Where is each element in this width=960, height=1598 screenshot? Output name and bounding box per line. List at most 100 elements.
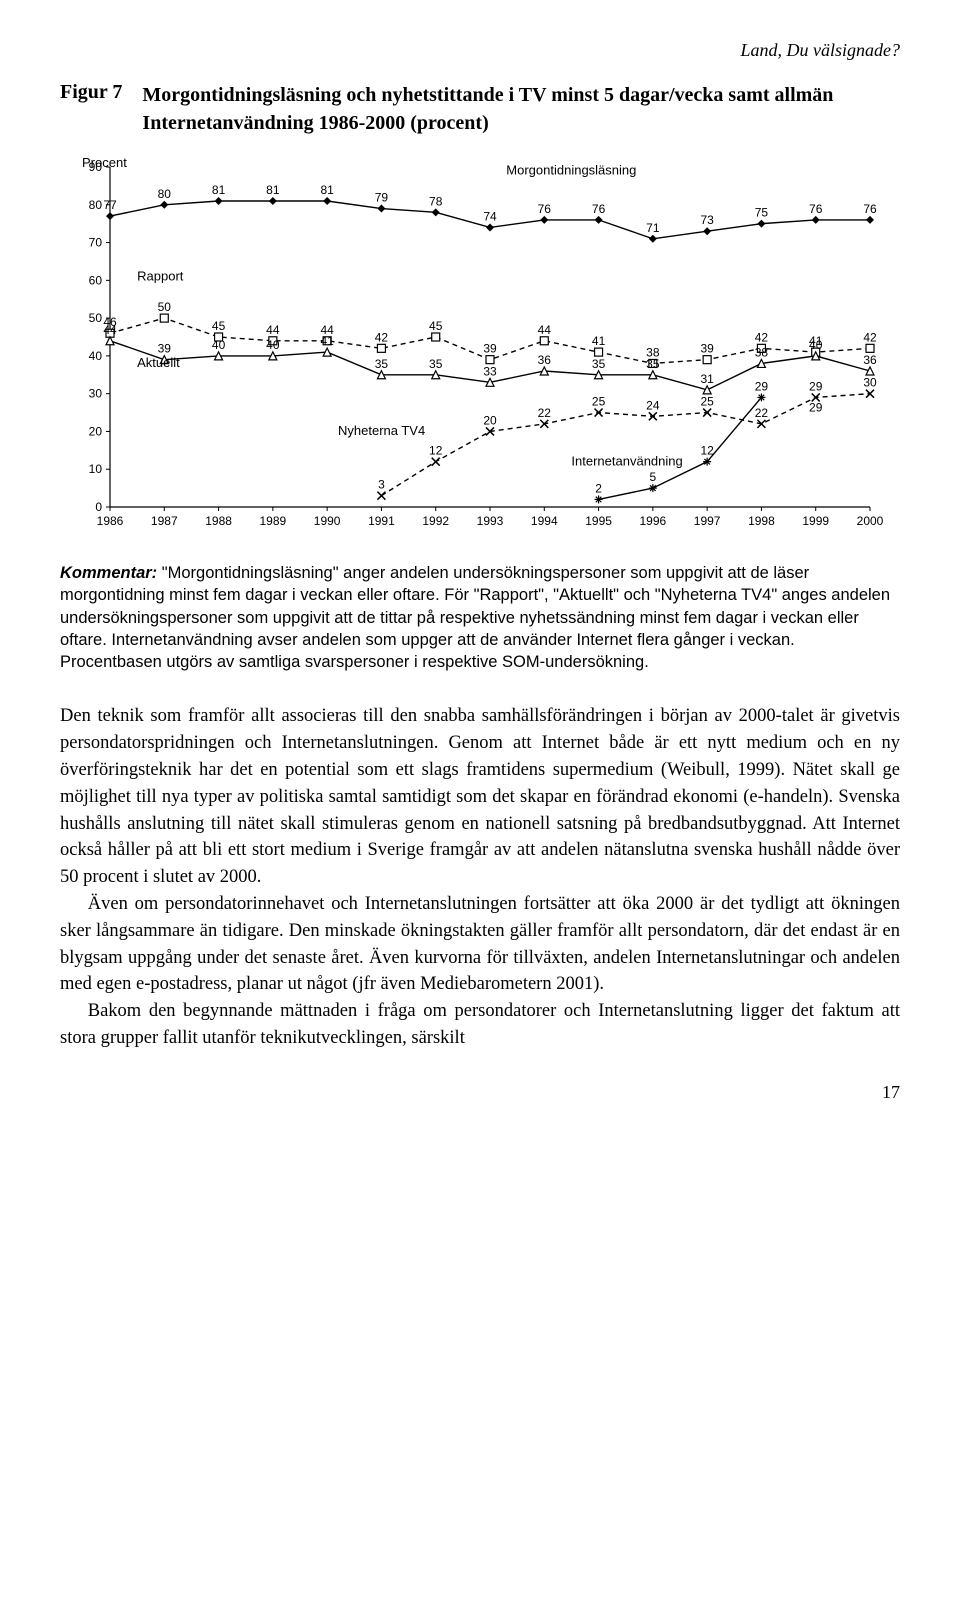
svg-text:20: 20: [89, 424, 103, 438]
svg-text:71: 71: [646, 221, 660, 235]
svg-text:76: 76: [592, 202, 606, 216]
svg-text:5: 5: [650, 470, 657, 484]
svg-text:44: 44: [103, 323, 117, 337]
svg-text:1995: 1995: [585, 514, 612, 528]
commentary-text: "Morgontidningsläsning" anger andelen un…: [60, 564, 890, 671]
svg-text:40: 40: [266, 338, 280, 352]
paragraph-2: Även om persondatorinnehavet och Interne…: [60, 891, 900, 998]
line-chart: 0102030405060708090Procent19861987198819…: [60, 157, 900, 537]
svg-text:79: 79: [375, 191, 389, 205]
svg-text:44: 44: [266, 323, 280, 337]
svg-text:36: 36: [863, 353, 877, 367]
svg-text:76: 76: [863, 202, 877, 216]
svg-text:2: 2: [595, 481, 602, 495]
paragraph-3: Bakom den begynnande mättnaden i fråga o…: [60, 998, 900, 1052]
svg-text:78: 78: [429, 194, 443, 208]
svg-text:20: 20: [483, 413, 497, 427]
svg-text:39: 39: [158, 342, 172, 356]
svg-text:81: 81: [320, 183, 334, 197]
svg-text:33: 33: [483, 364, 497, 378]
svg-text:12: 12: [700, 444, 714, 458]
svg-text:44: 44: [538, 323, 552, 337]
svg-text:25: 25: [592, 395, 606, 409]
svg-text:76: 76: [538, 202, 552, 216]
svg-text:80: 80: [89, 198, 103, 212]
svg-text:10: 10: [89, 462, 103, 476]
chart-container: 0102030405060708090Procent19861987198819…: [60, 157, 900, 542]
svg-text:40: 40: [89, 349, 103, 363]
svg-text:29: 29: [755, 379, 769, 393]
svg-text:40: 40: [809, 338, 823, 352]
svg-text:1993: 1993: [477, 514, 504, 528]
svg-text:39: 39: [700, 342, 714, 356]
svg-text:42: 42: [755, 330, 769, 344]
svg-text:75: 75: [755, 206, 769, 220]
svg-text:41: 41: [592, 334, 606, 348]
svg-text:70: 70: [89, 236, 103, 250]
svg-text:35: 35: [375, 357, 389, 371]
body-text: Den teknik som framför allt associeras t…: [60, 703, 900, 1052]
svg-text:Morgontidningsläsning: Morgontidningsläsning: [506, 163, 636, 178]
svg-text:41: 41: [320, 334, 334, 348]
svg-text:Aktuellt: Aktuellt: [137, 355, 180, 370]
paragraph-1: Den teknik som framför allt associeras t…: [60, 703, 900, 891]
svg-text:73: 73: [700, 213, 714, 227]
svg-text:1986: 1986: [97, 514, 124, 528]
svg-text:22: 22: [755, 406, 769, 420]
svg-text:1988: 1988: [205, 514, 232, 528]
svg-text:30: 30: [863, 376, 877, 390]
svg-text:3: 3: [378, 478, 385, 492]
svg-text:42: 42: [375, 330, 389, 344]
commentary-prefix: Kommentar:: [60, 564, 157, 582]
figure-header: Figur 7 Morgontidningsläsning och nyhets…: [60, 81, 900, 137]
svg-text:22: 22: [538, 406, 552, 420]
svg-text:38: 38: [755, 345, 769, 359]
svg-text:30: 30: [89, 387, 103, 401]
svg-text:36: 36: [538, 353, 552, 367]
figure-commentary: Kommentar: "Morgontidningsläsning" anger…: [60, 562, 900, 673]
running-header: Land, Du välsignade?: [60, 40, 900, 61]
svg-text:1996: 1996: [640, 514, 667, 528]
svg-text:45: 45: [429, 319, 443, 333]
svg-text:25: 25: [700, 395, 714, 409]
svg-text:1997: 1997: [694, 514, 721, 528]
svg-text:29: 29: [809, 379, 823, 393]
svg-text:Rapport: Rapport: [137, 268, 184, 283]
svg-text:29: 29: [809, 400, 823, 414]
svg-text:24: 24: [646, 398, 660, 412]
svg-text:1998: 1998: [748, 514, 775, 528]
svg-text:1999: 1999: [802, 514, 829, 528]
svg-text:77: 77: [103, 198, 117, 212]
svg-text:1992: 1992: [422, 514, 449, 528]
svg-text:40: 40: [212, 338, 226, 352]
svg-text:80: 80: [158, 187, 172, 201]
svg-text:31: 31: [700, 372, 714, 386]
svg-text:1994: 1994: [531, 514, 558, 528]
svg-text:0: 0: [95, 500, 102, 514]
svg-text:12: 12: [429, 444, 443, 458]
svg-text:35: 35: [592, 357, 606, 371]
svg-text:81: 81: [266, 183, 280, 197]
svg-text:Nyheterna TV4: Nyheterna TV4: [338, 423, 425, 438]
svg-text:35: 35: [646, 357, 660, 371]
svg-text:60: 60: [89, 273, 103, 287]
svg-text:1989: 1989: [260, 514, 287, 528]
figure-title: Morgontidningsläsning och nyhetstittande…: [142, 81, 900, 137]
svg-text:1990: 1990: [314, 514, 341, 528]
svg-text:76: 76: [809, 202, 823, 216]
svg-text:1987: 1987: [151, 514, 178, 528]
svg-text:50: 50: [89, 311, 103, 325]
svg-text:42: 42: [863, 330, 877, 344]
svg-text:74: 74: [483, 209, 497, 223]
figure-label: Figur 7: [60, 81, 122, 104]
svg-text:2000: 2000: [857, 514, 884, 528]
svg-text:45: 45: [212, 319, 226, 333]
svg-text:Procent: Procent: [82, 157, 127, 170]
svg-text:81: 81: [212, 183, 226, 197]
page-number: 17: [60, 1082, 900, 1103]
svg-text:Internetanvändning: Internetanvändning: [571, 453, 682, 468]
svg-text:50: 50: [158, 300, 172, 314]
svg-text:39: 39: [483, 342, 497, 356]
svg-text:1991: 1991: [368, 514, 395, 528]
svg-text:35: 35: [429, 357, 443, 371]
